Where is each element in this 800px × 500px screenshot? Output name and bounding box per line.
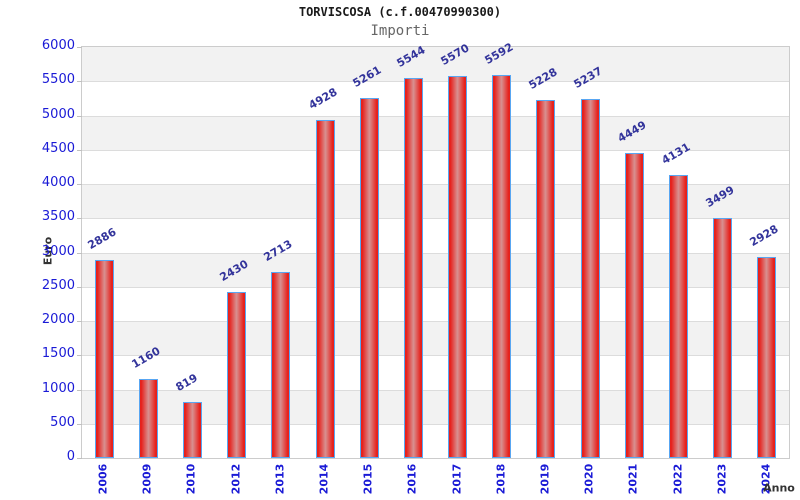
- bar-2009: [138, 378, 158, 458]
- y-tick-label: 3000: [41, 243, 75, 259]
- x-tick-label: 2006: [96, 463, 110, 495]
- bar-2023: [713, 218, 733, 458]
- y-tick-label: 1500: [41, 346, 75, 362]
- x-tick-label: 2010: [184, 463, 198, 495]
- x-tick-label: 2014: [317, 463, 331, 495]
- bar-2021: [624, 153, 644, 458]
- x-tick-label: 2020: [582, 463, 596, 495]
- x-tick-label: 2013: [273, 463, 287, 495]
- gridline: [82, 252, 789, 254]
- bar-2012: [227, 291, 247, 458]
- bar-2020: [580, 99, 600, 458]
- y-tick-label: 500: [50, 414, 75, 430]
- chart-title: TORVISCOSA (c.f.00470990300): [298, 5, 502, 19]
- y-axis-tickmark: [77, 218, 82, 220]
- bar-2006: [94, 260, 114, 458]
- gridline: [82, 218, 789, 220]
- y-tick-label: 4000: [41, 175, 75, 190]
- y-axis-tickmark: [77, 81, 82, 83]
- gridline: [82, 389, 789, 391]
- x-tick-label: 2023: [715, 463, 729, 495]
- y-tick-label: 2500: [41, 277, 75, 293]
- y-axis-tickmark: [77, 286, 82, 288]
- bar-2018: [492, 74, 512, 458]
- bar-2024: [757, 257, 777, 458]
- bar-2010: [182, 401, 202, 458]
- bar-2013: [271, 272, 291, 458]
- x-tick-label: 2015: [361, 463, 375, 495]
- y-axis-tickmark: [77, 184, 82, 185]
- bar-2015: [359, 97, 379, 458]
- y-axis-tickmark: [77, 149, 82, 151]
- gridline: [82, 355, 789, 357]
- x-tick-label: 2016: [405, 463, 419, 495]
- x-axis-title: Anno: [763, 481, 795, 495]
- gridline: [82, 286, 789, 288]
- x-tick-label: 2022: [671, 463, 685, 495]
- gridline: [82, 149, 789, 151]
- x-tick-label: 2012: [229, 463, 243, 495]
- y-tick-label: 1000: [41, 380, 75, 396]
- plot-band: [82, 115, 789, 150]
- bar-2019: [536, 99, 556, 458]
- y-axis-tickmark: [77, 458, 82, 459]
- x-tick-label: 2009: [140, 463, 154, 495]
- gridline: [82, 423, 789, 425]
- bar-2017: [448, 76, 468, 458]
- bar-2022: [669, 175, 689, 458]
- y-tick-label: 5000: [41, 106, 75, 122]
- bar-2014: [315, 120, 335, 458]
- y-axis-tickmark: [77, 115, 82, 117]
- y-axis-tickmark: [77, 252, 82, 254]
- y-axis-tickmark: [77, 389, 82, 391]
- x-tick-label: 2017: [450, 463, 464, 495]
- y-tick-label: 5500: [41, 72, 75, 88]
- y-axis-tickmark: [77, 321, 82, 322]
- bar-2016: [403, 78, 423, 458]
- gridline: [82, 321, 789, 322]
- plot-band: [82, 47, 789, 82]
- y-tick-label: 2000: [41, 312, 75, 327]
- plot-area: 2886 1160 819 2430 2713 4928 5261 5544 5570 5592 5…: [77, 40, 790, 459]
- x-tick-label: 2021: [626, 463, 640, 495]
- plot-band: [82, 81, 789, 116]
- chart-subtitle: Importi: [370, 23, 430, 39]
- y-tick-label: 0: [66, 449, 75, 464]
- y-axis-tickmark: [77, 47, 82, 48]
- x-tick-label: 2018: [494, 463, 508, 495]
- y-tick-label: 6000: [41, 38, 75, 53]
- gridline: [82, 115, 789, 117]
- y-tick-label: 4500: [41, 140, 75, 156]
- y-axis-tickmark: [77, 355, 82, 357]
- x-tick-label: 2019: [538, 463, 552, 495]
- gridline: [82, 184, 789, 185]
- y-tick-label: 3500: [41, 209, 75, 225]
- gridline: [82, 81, 789, 83]
- y-axis-tickmark: [77, 423, 82, 425]
